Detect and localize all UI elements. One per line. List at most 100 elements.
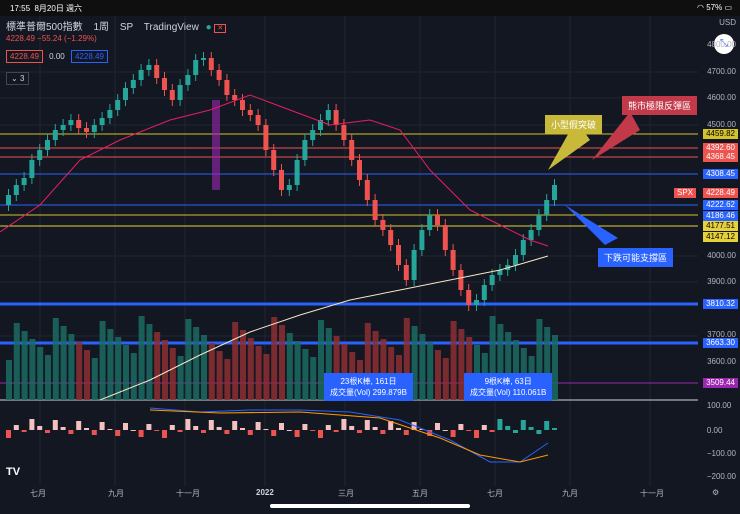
osc-label: −200.00 <box>706 472 736 481</box>
macd-bar <box>185 419 191 430</box>
candle <box>99 118 105 125</box>
macd-bar <box>52 420 58 430</box>
sell-price-button[interactable]: 4228.49 <box>6 50 43 63</box>
range-volume: 成交量(Vol) 110.061B <box>470 388 547 397</box>
macd-bar <box>318 430 323 438</box>
range-bars: 23根K棒, 161日 <box>340 377 397 386</box>
macd-bar <box>68 430 74 434</box>
buy-price-button[interactable]: 4228.49 <box>70 50 108 63</box>
price-tag: 4186.46 <box>703 211 738 221</box>
candle <box>302 140 308 160</box>
macd-bar <box>37 426 43 430</box>
volume-bar <box>76 342 83 400</box>
expand-icon[interactable]: ⤡ <box>714 34 734 54</box>
volume-bar <box>271 317 278 400</box>
macd-bar <box>310 430 316 431</box>
macd-bar <box>247 430 253 435</box>
candle <box>84 128 89 132</box>
callout-fake-break[interactable]: 小型假突破 <box>545 115 603 134</box>
candle <box>130 80 136 88</box>
candle <box>21 178 27 185</box>
volume-bar <box>489 316 496 400</box>
macd-bar <box>466 430 472 431</box>
volume-bar <box>123 345 129 400</box>
candle <box>357 160 362 180</box>
volume-bar <box>247 338 254 400</box>
chevron-down-icon: ⌄ <box>11 74 18 83</box>
price-label: 4700.00 <box>707 67 736 76</box>
candle <box>232 95 238 100</box>
candle <box>154 65 160 78</box>
macd-bar <box>427 430 433 436</box>
callout-support[interactable]: 下跌可能支撐區 <box>598 248 674 267</box>
gear-icon[interactable]: ⚙ <box>712 488 720 497</box>
candle <box>177 85 183 100</box>
macd-bar <box>255 422 261 430</box>
volume-bar <box>107 329 114 400</box>
closed-icon: ✕ <box>214 24 227 33</box>
osc-label: 0.00 <box>706 426 723 435</box>
candle <box>224 80 230 95</box>
interval[interactable]: 1周 <box>93 22 110 33</box>
exchange: SP <box>119 22 134 33</box>
volume-bar <box>185 319 192 400</box>
candle <box>427 215 433 230</box>
macd-bar <box>513 430 518 433</box>
symbol-title[interactable]: 標準普爾500指數 <box>6 22 83 33</box>
volume-bar <box>177 356 184 400</box>
price-axis[interactable]: USD ⤡ 4800.00 4700.00 4600.00 4500.00 40… <box>698 16 740 496</box>
volume-bar <box>318 320 324 400</box>
volume-bar <box>224 359 231 400</box>
candle <box>13 185 19 195</box>
macd-bar <box>240 428 245 430</box>
volume-bar <box>411 326 418 400</box>
volume-bar <box>364 323 371 400</box>
macd-bar <box>380 430 386 434</box>
source: TradingView <box>143 22 199 33</box>
macd-bar <box>107 429 113 430</box>
candle <box>240 100 245 110</box>
candle <box>45 140 50 150</box>
macd-bar <box>489 430 495 432</box>
volume-bar <box>474 345 480 400</box>
candle <box>91 125 97 132</box>
time-axis[interactable]: 七月 九月 十一月 2022 三月 五月 七月 九月 十一月 ⚙ <box>0 486 719 500</box>
macd-bar <box>6 430 11 438</box>
price-label: 3700.00 <box>707 330 736 339</box>
volume-bar <box>138 316 145 400</box>
macd-bar <box>130 430 136 431</box>
candle <box>208 58 214 70</box>
macd-bar <box>232 421 238 430</box>
candle <box>435 215 440 225</box>
spread-value: 0.00 <box>49 52 65 61</box>
candle <box>544 200 550 215</box>
candle <box>536 215 542 230</box>
home-indicator[interactable] <box>270 504 470 508</box>
callout-bear-rebound[interactable]: 熊市極限反彈區 <box>622 96 698 115</box>
symbol-tag: SPX <box>673 188 696 198</box>
price-tag: 4177.51 <box>703 221 738 231</box>
osc-axis: 100.00 0.00 −100.00 −200.00 <box>707 401 736 481</box>
candle <box>388 230 394 245</box>
price-tag: 3509.44 <box>703 378 738 388</box>
volume-bar <box>427 342 434 400</box>
candle <box>528 230 534 240</box>
volume-bar <box>193 327 200 400</box>
macd-bar <box>99 422 105 430</box>
tradingview-logo: TV <box>6 466 21 478</box>
macd-bar <box>294 430 300 437</box>
volume-bar <box>466 337 473 400</box>
candle <box>318 120 323 130</box>
volume-bar <box>169 348 176 400</box>
candle <box>216 70 222 80</box>
candle <box>185 75 191 85</box>
candle <box>325 110 331 120</box>
macd-bar <box>154 430 160 431</box>
volume-bar <box>201 335 207 400</box>
candle <box>37 150 43 160</box>
volume-bar <box>380 339 387 400</box>
candle <box>489 275 495 285</box>
macd-bar <box>146 424 152 430</box>
indicator-toggle[interactable]: ⌄ 3 <box>6 72 30 85</box>
